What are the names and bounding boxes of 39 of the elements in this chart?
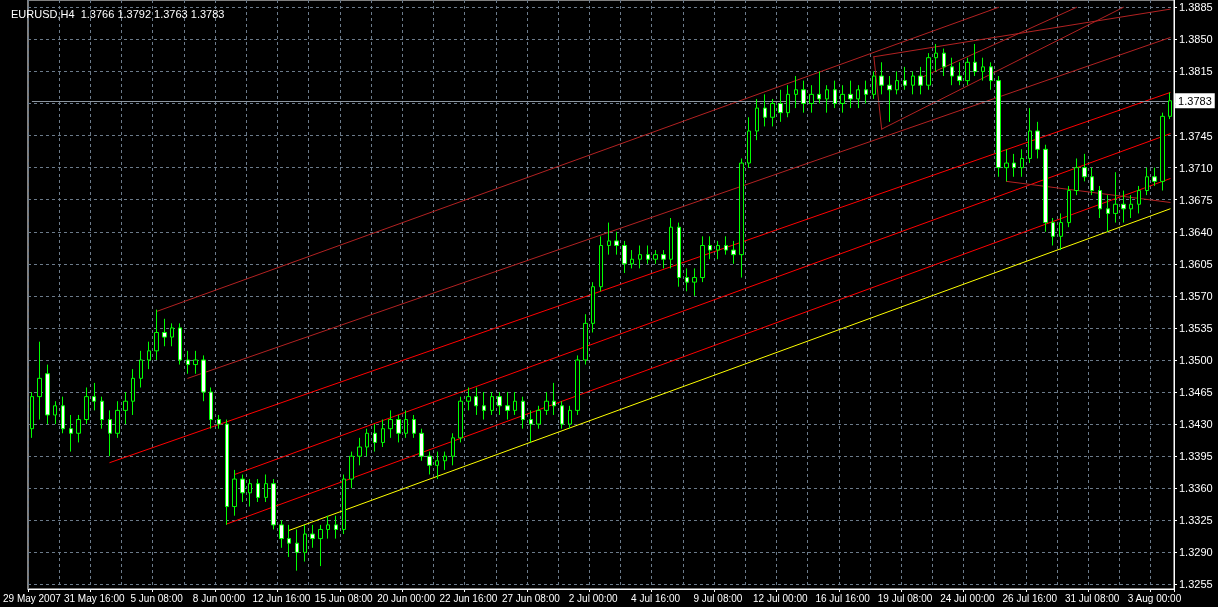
- x-tick-label: 24 Jul 00:00: [940, 592, 996, 604]
- y-tick-label: 1.3570: [1179, 289, 1213, 302]
- x-tick-label: 26 Jul 16:00: [1002, 592, 1058, 604]
- x-tick-label: 4 Jul 16:00: [631, 592, 681, 604]
- x-tick-label: 20 Jun 00:00: [377, 592, 436, 604]
- y-tick-label: 1.3605: [1179, 257, 1213, 270]
- x-tick-label: 16 Jul 16:00: [815, 592, 871, 604]
- x-tick-label: 8 Jun 00:00: [192, 592, 246, 604]
- x-tick-label: 9 Jul 08:00: [693, 592, 743, 604]
- x-tick-label: 5 Jun 08:00: [130, 592, 184, 604]
- x-tick-label: 12 Jul 00:00: [753, 592, 808, 604]
- y-tick-label: 1.3465: [1179, 386, 1213, 399]
- y-tick-label: 1.3675: [1179, 193, 1213, 206]
- text: EURUSD,H4 1.3766 1.3792 1.3763 1.3783: [11, 7, 225, 20]
- y-tick-label: 1.3535: [1179, 321, 1213, 334]
- y-tick-label: 1.3325: [1179, 514, 1213, 527]
- y-tick-label: 1.3290: [1179, 546, 1213, 559]
- x-tick-label: 12 Jun 16:00: [252, 592, 311, 604]
- y-tick-label: 1.3395: [1179, 450, 1213, 463]
- y-tick-label: 1.3255: [1179, 578, 1213, 591]
- y-tick-label: 1.3500: [1179, 354, 1213, 366]
- x-tick-label: 22 Jun 16:00: [439, 592, 498, 604]
- x-tick-label: 31 Jul 08:00: [1064, 592, 1120, 604]
- x-tick-label: 31 May 16:00: [63, 592, 125, 604]
- x-tick-label: 3 Aug 00:00: [1127, 592, 1182, 604]
- x-tick-label: 29 May 2007: [2, 592, 62, 604]
- y-tick-label: 1.3360: [1179, 482, 1213, 495]
- x-tick-label: 2 Jul 00:00: [568, 592, 619, 604]
- y-tick-label: 1.3815: [1179, 65, 1213, 78]
- x-tick-label: 27 Jun 08:00: [501, 592, 561, 604]
- y-tick-label: 1.3850: [1179, 33, 1213, 46]
- y-tick-label: 1.3710: [1179, 161, 1213, 174]
- y-tick-label: 1.3430: [1179, 418, 1213, 431]
- y-tick-label: 1.3745: [1179, 129, 1213, 142]
- y-tick-label: 1.3885: [1179, 1, 1213, 14]
- x-tick-label: 19 Jul 08:00: [877, 592, 933, 604]
- ref-line-label: 1.3783: [1178, 94, 1212, 107]
- x-tick-label: 15 Jun 08:00: [314, 592, 374, 604]
- y-tick-label: 1.3640: [1179, 225, 1213, 238]
